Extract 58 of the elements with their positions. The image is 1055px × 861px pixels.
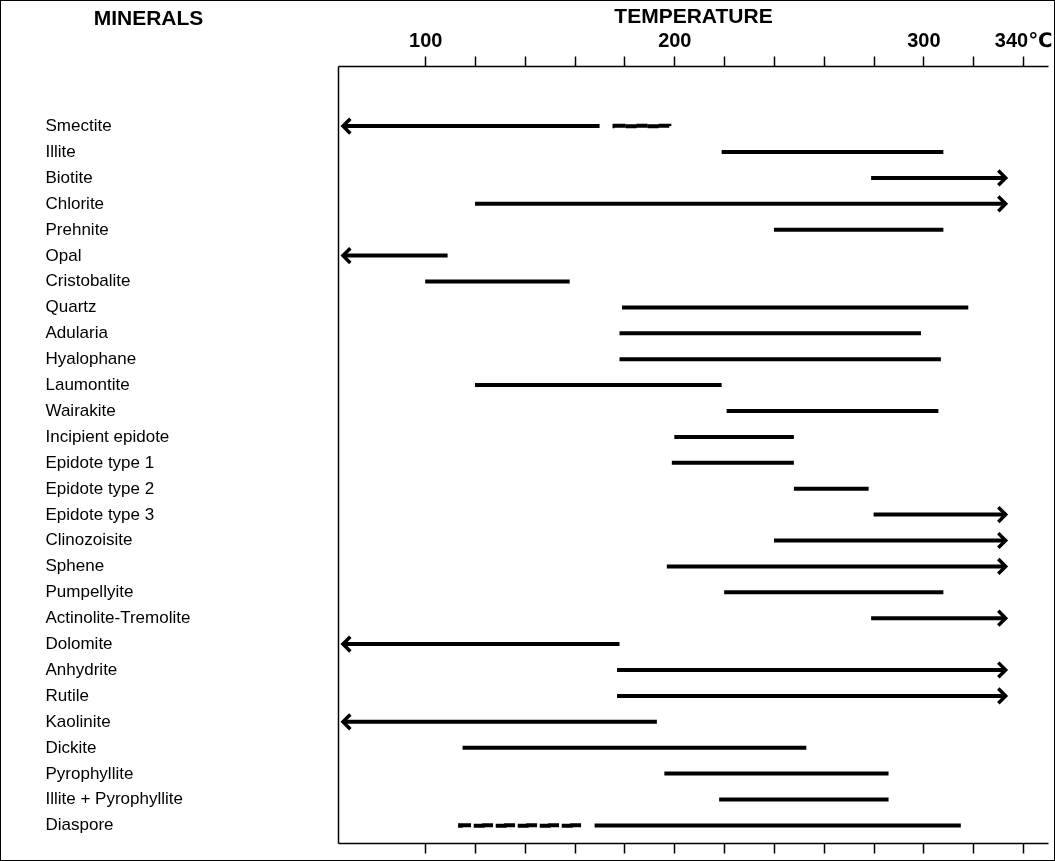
y-tick-label: Anhydrite [45, 659, 118, 679]
y-tick-label: Hyalophane [45, 349, 137, 369]
bar [671, 460, 794, 465]
x-tick-label: 300 [907, 28, 941, 51]
y-tick-label: Clinozoisite [45, 530, 133, 550]
y-tick-label: Diaspore [45, 815, 114, 835]
y-tick-label: Illite + Pyrophyllite [45, 789, 183, 809]
bar [719, 797, 889, 802]
y-tick-label: Pumpellyite [45, 582, 134, 602]
y-tick-label: Smectite [45, 116, 112, 136]
bar [425, 279, 570, 284]
bar [871, 175, 1006, 180]
bar [721, 149, 944, 154]
bar [773, 227, 944, 232]
bar [617, 693, 1006, 698]
y-tick-label: Epidote type 3 [45, 504, 155, 524]
bar [475, 201, 1006, 206]
y-tick-label: Actinolite-Tremolite [45, 608, 191, 628]
y-axis-title: MINERALS [93, 5, 204, 29]
bar [724, 590, 944, 595]
y-tick-label: Wairakite [45, 400, 116, 420]
y-tick-label: Pyrophyllite [45, 763, 134, 783]
y-tick-label: Epidote type 2 [45, 478, 155, 498]
y-tick-label: Laumontite [45, 375, 130, 395]
bar [619, 331, 921, 336]
y-tick-label: Incipient epidote [45, 426, 170, 446]
y-tick-label: Dickite [45, 737, 97, 757]
x-axis-title: TEMPERATURE [614, 3, 773, 27]
y-tick-label: Quartz [45, 297, 97, 317]
y-tick-label: Kaolinite [45, 711, 111, 731]
bar [773, 538, 1006, 543]
y-tick-label: Epidote type 1 [45, 452, 155, 472]
bar [462, 745, 807, 750]
bar [873, 512, 1006, 517]
y-tick-label: Opal [45, 245, 82, 265]
bar [664, 771, 889, 776]
x-tick-label: 340℃ [994, 28, 1053, 51]
y-tick-label: Rutile [45, 685, 89, 705]
bar [475, 383, 722, 388]
bar [594, 823, 961, 828]
bar [793, 486, 869, 491]
y-tick-label: Sphene [45, 556, 105, 576]
bar [617, 667, 1006, 672]
bar [619, 357, 941, 362]
y-tick-label: Cristobalite [45, 271, 131, 291]
y-tick-label: Prehnite [45, 219, 109, 239]
bar [674, 434, 794, 439]
x-tick-label: 100 [409, 28, 443, 51]
bar [871, 616, 1006, 621]
y-tick-label: Adularia [45, 323, 109, 343]
bar [622, 305, 969, 310]
bar [726, 408, 939, 413]
x-tick-label: 200 [658, 28, 692, 51]
y-tick-label: Illite [45, 141, 76, 161]
y-tick-label: Chlorite [45, 193, 105, 213]
y-tick-label: Biotite [45, 167, 93, 187]
bar [666, 564, 1006, 569]
y-tick-label: Dolomite [45, 634, 113, 654]
